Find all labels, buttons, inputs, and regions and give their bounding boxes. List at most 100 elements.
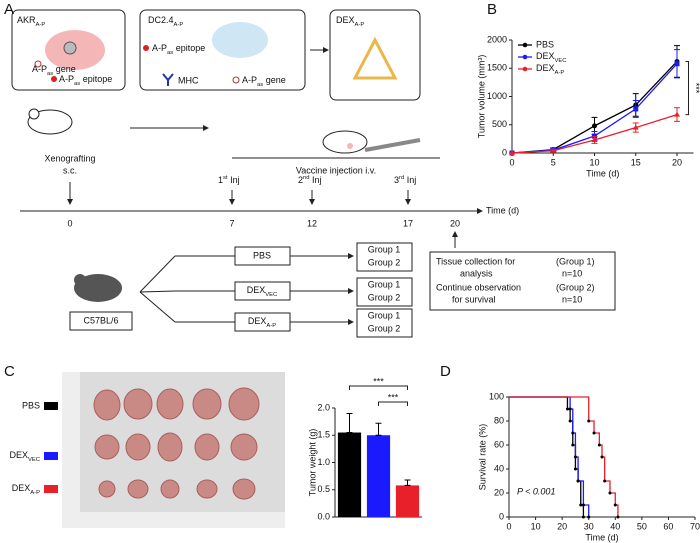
x-tick-label: 15 [631,157,641,167]
bar [366,435,391,517]
text-part: A-P [355,22,365,28]
y-tick-label: 1500 [487,63,507,73]
tick-label: 20 [450,218,460,228]
legend-label: DEXVEC [536,51,567,63]
event-dot [613,503,617,507]
text-part: DEX [12,483,31,493]
label: PBS [253,250,271,260]
label: for survival [452,294,496,304]
box-title: AKRA-P [17,15,45,27]
x-tick-label: 0 [509,157,514,167]
diagram-layout [11,9,616,338]
significance-bracket [378,401,408,406]
y-axis-label: Tumor volume (mm³) [476,55,486,139]
tick-label: 17 [403,218,413,228]
x-axis-label: Time (d) [586,168,619,178]
significance: *** [691,83,700,94]
x-tick-label: 10 [589,157,599,167]
x-axis-label: Time (d) [585,532,618,542]
error-bar [375,422,382,436]
legend-marker [522,42,528,48]
legend-marker [522,54,528,60]
label: DEXA-P [248,316,276,328]
text-part: A-P [555,70,565,76]
marker [550,147,557,153]
tick-label: 0 [67,218,72,228]
text-part: A-P [266,323,276,329]
x-tick-label: 0 [506,521,511,531]
x-tick-label: 20 [672,157,682,167]
event-dot [603,479,607,483]
marker [592,133,597,139]
marker [633,106,639,112]
text-part: Inj [228,175,240,185]
label: n=10 [562,294,582,304]
marker [674,61,680,67]
text-part: 2 [298,175,303,185]
x-tick-label: 10 [531,521,541,531]
y-axis-label: Survival rate (%) [477,424,487,491]
text-part: DEX [536,51,555,61]
axis-label: Time (d) [486,205,519,215]
label: A-Pas gene [32,64,76,76]
label: (Group 2) [556,282,595,292]
label: MHC [178,75,199,85]
text-part: as [74,81,80,87]
text-part: nd [303,175,310,181]
y-tick-label: 0.0 [317,511,330,521]
y-tick-label: 1.5 [317,430,330,440]
box-title: DC2.4A-P [148,15,183,27]
text-part: A-P [174,22,184,28]
event-dot [581,515,585,519]
text-part: A-P [30,490,40,496]
text-part: gene [53,64,76,74]
panel-label: C [4,363,15,380]
label: A-Pas epitope [59,74,112,86]
legend-swatch [44,452,58,460]
legend-label: DEXA-P [536,63,564,75]
y-tick-label: 0.5 [317,484,330,494]
label: n=10 [562,268,582,278]
legend-label: PBS [536,39,554,49]
event-dot [581,503,585,507]
label: Group 2 [368,292,401,302]
x-tick-label: 40 [610,521,620,531]
panel-label: B [487,1,497,18]
y-tick-label: 100 [489,391,504,401]
event-dot [576,479,580,483]
significance-bracket [685,60,689,116]
label: (Group 1) [556,256,595,266]
label: Vaccine injection i.v. [296,165,376,175]
y-tick-label: 1000 [487,91,507,101]
tick-label: 7 [229,218,234,228]
text-part: A-P [242,75,257,85]
label: Tissue collection for [436,256,515,266]
p-value: P < 0.001 [517,486,555,496]
event-dot [568,419,572,423]
text-part: A-P [32,64,47,74]
text-part: as [167,50,173,56]
event-dot [571,431,575,435]
error-bar [346,412,353,434]
label: 1st Inj [218,175,240,186]
x-tick-label: 60 [663,521,673,531]
legend-label: PBS [22,400,40,410]
event-dot [568,407,572,411]
label: Xenografting [44,153,95,163]
event-dot [597,443,601,447]
y-tick-label: 2.0 [317,402,330,412]
legend-label: DEXVEC [9,450,40,462]
event-dot [592,431,596,435]
significance: *** [388,392,399,402]
x-tick-label: 70 [690,521,700,531]
marker [592,123,597,129]
label: s.c. [63,165,77,175]
text-part: DEX [336,15,355,25]
text-part: DEX [536,63,555,73]
marker [674,111,680,117]
y-tick-label: 0 [502,147,507,157]
event-dot [600,455,604,459]
y-tick-label: 500 [492,119,507,129]
